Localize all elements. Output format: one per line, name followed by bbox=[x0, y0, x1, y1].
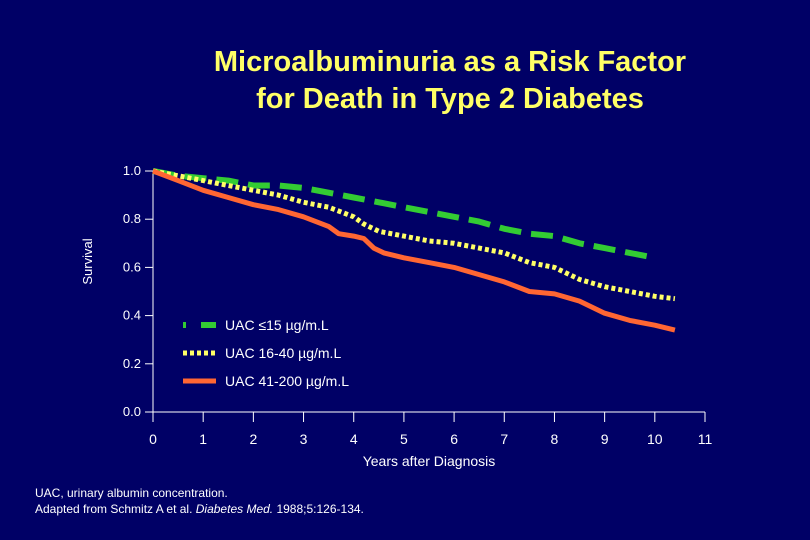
y-tick-label: 0.0 bbox=[123, 404, 141, 419]
x-tick-label: 2 bbox=[249, 431, 257, 447]
chart-series-lines bbox=[152, 168, 676, 333]
legend-label-3: UAC 41-200 µg/m.L bbox=[225, 373, 349, 389]
y-tick-label: 0.8 bbox=[123, 211, 141, 226]
y-tick-label: 0.2 bbox=[123, 356, 141, 371]
y-axis-label: Survival bbox=[80, 238, 95, 284]
chart-title: Microalbuminuria as a Risk Factor for De… bbox=[150, 44, 750, 118]
x-tick-label: 10 bbox=[647, 431, 663, 447]
series-line-3 bbox=[152, 168, 676, 333]
footnote-line-1: UAC, urinary albumin concentration. bbox=[35, 486, 228, 500]
chart-legend: UAC ≤15 µg/m.L UAC 16-40 µg/m.L UAC 41-200… bbox=[183, 317, 349, 389]
x-tick-label: 1 bbox=[199, 431, 207, 447]
x-tick-label: 7 bbox=[500, 431, 508, 447]
footnote: UAC, urinary albumin concentration. Adap… bbox=[35, 485, 364, 517]
series-line-2 bbox=[152, 168, 676, 302]
footnote-prefix: Adapted from Schmitz A et al. bbox=[35, 502, 196, 516]
footnote-journal: Diabetes Med. bbox=[195, 502, 274, 516]
x-tick-label: 3 bbox=[300, 431, 308, 447]
y-tick-label: 1.0 bbox=[123, 163, 141, 178]
chart-title-line-2: for Death in Type 2 Diabetes bbox=[256, 83, 644, 115]
x-tick-label: 5 bbox=[400, 431, 408, 447]
legend-label-1: UAC ≤15 µg/m.L bbox=[225, 317, 329, 333]
footnote-suffix: 1988;5:126-134. bbox=[273, 502, 364, 516]
x-tick-label: 9 bbox=[601, 431, 609, 447]
x-axis-label: Years after Diagnosis bbox=[363, 453, 496, 469]
footnote-line-2: Adapted from Schmitz A et al. Diabetes M… bbox=[35, 501, 364, 517]
legend-label-2: UAC 16-40 µg/m.L bbox=[225, 345, 341, 361]
x-tick-label: 8 bbox=[551, 431, 559, 447]
x-tick-label: 6 bbox=[450, 431, 458, 447]
series-line-1 bbox=[152, 168, 656, 261]
x-tick-label: 4 bbox=[350, 431, 358, 447]
x-tick-label: 0 bbox=[149, 431, 157, 447]
x-tick-label: 11 bbox=[698, 431, 713, 447]
chart-axes: 0.0 0.2 0.4 0.6 0.8 1.0 0 1 2 3 4 5 6 7 8 9 10 11 Years af… bbox=[80, 163, 712, 469]
y-tick-label: 0.6 bbox=[123, 259, 141, 274]
chart-title-line-1: Microalbuminuria as a Risk Factor bbox=[213, 46, 687, 78]
y-tick-label: 0.4 bbox=[123, 308, 141, 323]
